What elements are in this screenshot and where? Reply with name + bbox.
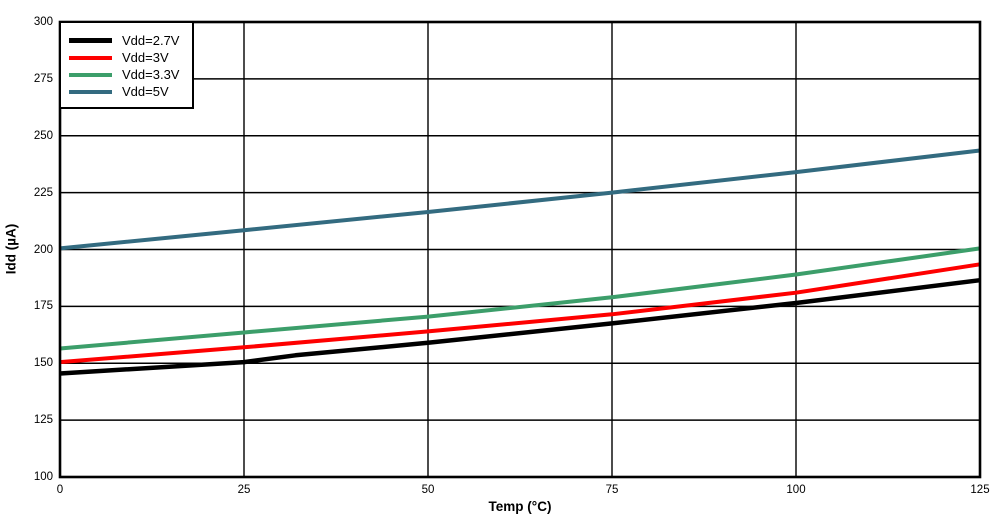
legend-line-swatch [69, 72, 112, 77]
x-tick-label: 25 [237, 484, 251, 496]
x-tick-label: 125 [970, 484, 990, 496]
legend-label: Vdd=3.3V [122, 67, 180, 82]
y-tick-label: 175 [33, 300, 53, 313]
y-axis-title: Idd (µA) [3, 223, 19, 275]
plot-border [58, 20, 982, 479]
legend-item-vdd-5v: Vdd=5V [69, 85, 179, 98]
y-tick-label: 250 [33, 129, 53, 142]
series-line-vdd-3-3v [59, 246, 981, 351]
x-tick-label: 75 [605, 484, 619, 496]
legend-item-vdd-2-7v: Vdd=2.7V [69, 34, 179, 47]
legend-item-vdd-3v: Vdd=3V [69, 51, 179, 64]
y-tick-label: 200 [33, 243, 53, 256]
y-tick-label: 225 [33, 186, 53, 199]
x-tick-label: 0 [56, 484, 64, 496]
y-tick-label: 300 [33, 16, 53, 28]
y-tick-label: 150 [33, 357, 53, 370]
legend-line-swatch [69, 38, 112, 43]
y-tick-label: 100 [33, 471, 53, 483]
legend-label: Vdd=2.7V [122, 33, 180, 48]
x-tick-label: 100 [786, 484, 806, 496]
y-tick-label: 125 [33, 414, 53, 427]
legend-item-vdd-3-3v: Vdd=3.3V [69, 68, 179, 81]
x-axis-title: Temp (°C) [488, 499, 552, 514]
legend-label: Vdd=3V [122, 50, 169, 65]
legend-line-swatch [69, 89, 112, 94]
series-line-vdd-3v [59, 262, 981, 365]
legend-label: Vdd=5V [122, 84, 169, 99]
legend-line-swatch [69, 55, 112, 60]
x-tick-label: 50 [421, 484, 435, 496]
y-tick-label: 275 [33, 72, 53, 85]
series-line-vdd-5v [59, 148, 981, 251]
legend: Vdd=2.7V Vdd=3V Vdd=3.3V Vdd=5V [59, 21, 195, 109]
series-line-vdd-2-7v [59, 277, 981, 376]
